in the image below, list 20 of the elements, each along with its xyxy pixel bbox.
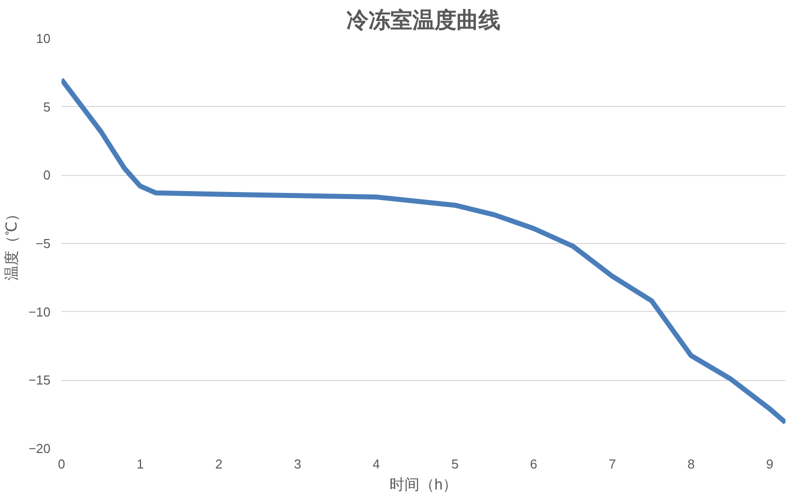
- y-tick-label: −5: [36, 236, 51, 251]
- y-tick-label: −15: [28, 372, 51, 388]
- y-tick-label: −10: [28, 304, 51, 320]
- y-axis-title: 温度（℃）: [3, 206, 20, 280]
- x-tick-label: 9: [766, 456, 774, 472]
- x-tick-label: 5: [451, 456, 459, 472]
- y-tick-label: 10: [36, 31, 51, 46]
- x-tick-label: 8: [687, 456, 695, 472]
- x-tick-label: 0: [58, 456, 66, 472]
- y-tick-label: −20: [28, 441, 51, 456]
- y-tick-label: 0: [43, 168, 51, 183]
- x-tick-label: 1: [136, 456, 144, 472]
- x-tick-label: 3: [294, 456, 302, 472]
- chart-title: 冷冻室温度曲线: [346, 8, 500, 34]
- y-tick-label: 5: [43, 99, 51, 114]
- x-axis-title: 时间（h）: [389, 476, 458, 494]
- x-tick-label: 4: [372, 456, 380, 472]
- x-tick-label: 2: [215, 456, 223, 472]
- x-tick-label: 6: [530, 456, 538, 472]
- x-tick-label: 7: [608, 456, 616, 472]
